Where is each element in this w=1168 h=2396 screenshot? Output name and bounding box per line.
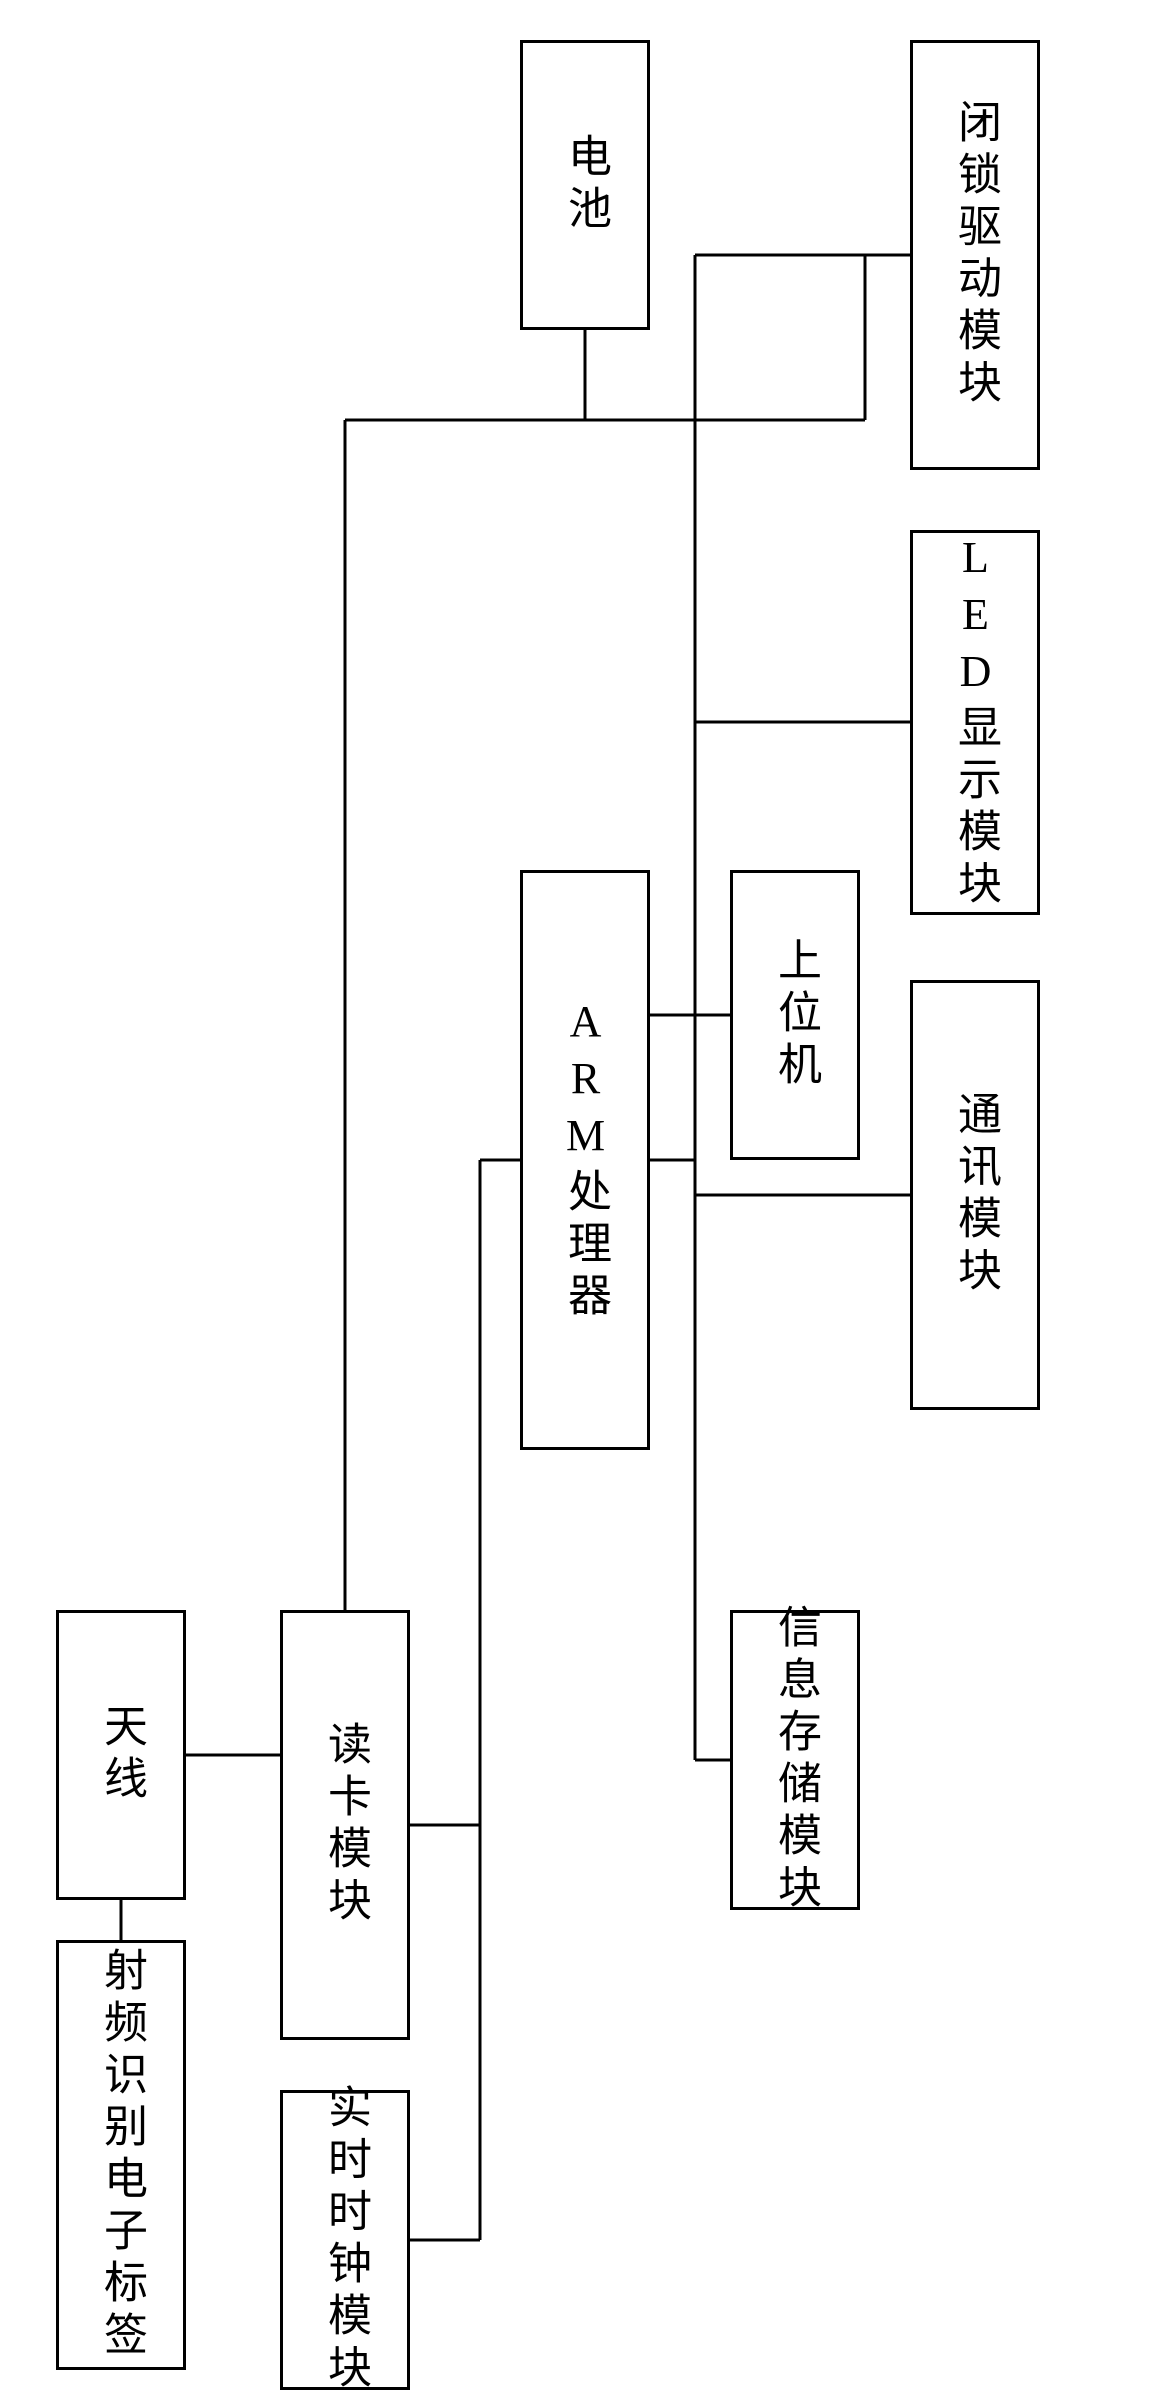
battery-node: 电池 bbox=[520, 40, 650, 330]
edge-bus-to-lockdriver bbox=[865, 255, 910, 420]
rfid-tag-node: 射频识别电子标签 bbox=[56, 1940, 186, 2370]
rtc-label: 实时时钟模块 bbox=[323, 2084, 367, 2396]
comm-label: 通讯模块 bbox=[953, 1091, 997, 1299]
comm-node: 通讯模块 bbox=[910, 980, 1040, 1410]
card-reader-node: 读卡模块 bbox=[280, 1610, 410, 2040]
led-label: LED显示模块 bbox=[953, 533, 997, 912]
lock-driver-label: 闭锁驱动模块 bbox=[953, 99, 997, 411]
led-node: LED显示模块 bbox=[910, 530, 1040, 915]
storage-node: 信息存储模块 bbox=[730, 1610, 860, 1910]
antenna-label: 天线 bbox=[99, 1703, 143, 1807]
arm-label: ARM处理器 bbox=[563, 997, 607, 1324]
rtc-node: 实时时钟模块 bbox=[280, 2090, 410, 2390]
storage-label: 信息存储模块 bbox=[773, 1604, 817, 1916]
card-reader-label: 读卡模块 bbox=[323, 1721, 367, 1929]
host-label: 上位机 bbox=[773, 937, 817, 1093]
battery-label: 电池 bbox=[563, 133, 607, 237]
antenna-node: 天线 bbox=[56, 1610, 186, 1900]
arm-node: ARM处理器 bbox=[520, 870, 650, 1450]
lock-driver-node: 闭锁驱动模块 bbox=[910, 40, 1040, 470]
host-node: 上位机 bbox=[730, 870, 860, 1160]
rfid-tag-label: 射频识别电子标签 bbox=[99, 1947, 143, 2363]
